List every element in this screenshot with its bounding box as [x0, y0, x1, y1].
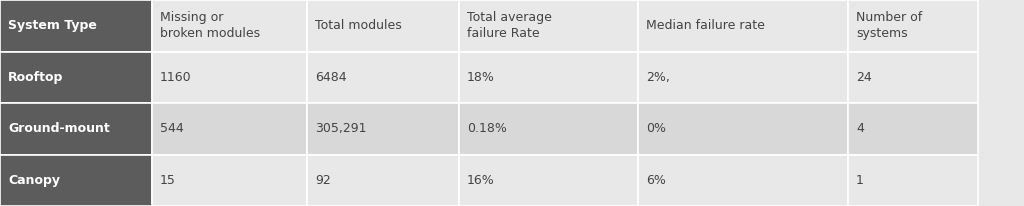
Text: 24: 24 [856, 71, 871, 84]
Bar [848, 52, 978, 103]
Bar [638, 103, 848, 154]
Text: 6484: 6484 [315, 71, 347, 84]
Bar [848, 0, 978, 52]
Text: 544: 544 [160, 122, 183, 135]
Bar [152, 103, 307, 154]
Text: Total average
failure Rate: Total average failure Rate [467, 11, 552, 40]
Text: 0%: 0% [646, 122, 667, 135]
Text: Number of
systems: Number of systems [856, 11, 923, 40]
Bar [307, 154, 459, 206]
Bar [459, 154, 638, 206]
Bar [459, 0, 638, 52]
Text: 1: 1 [856, 174, 864, 187]
Bar [638, 52, 848, 103]
Text: 2%,: 2%, [646, 71, 670, 84]
Bar [0, 0, 152, 52]
Text: 15: 15 [160, 174, 176, 187]
Bar [638, 0, 848, 52]
Bar [152, 154, 307, 206]
Text: 18%: 18% [467, 71, 495, 84]
Text: 4: 4 [856, 122, 864, 135]
Text: System Type: System Type [8, 19, 97, 32]
Bar [307, 0, 459, 52]
Bar [848, 154, 978, 206]
Bar [307, 103, 459, 154]
Bar [848, 103, 978, 154]
Text: Total modules: Total modules [315, 19, 402, 32]
Text: Missing or
broken modules: Missing or broken modules [160, 11, 260, 40]
Text: 305,291: 305,291 [315, 122, 367, 135]
Text: 0.18%: 0.18% [467, 122, 507, 135]
Bar [152, 52, 307, 103]
Bar [638, 154, 848, 206]
Bar [459, 52, 638, 103]
Bar [0, 154, 152, 206]
Text: Rooftop: Rooftop [8, 71, 63, 84]
Bar [0, 103, 152, 154]
Bar [307, 52, 459, 103]
Text: 92: 92 [315, 174, 331, 187]
Text: Ground-mount: Ground-mount [8, 122, 110, 135]
Text: 6%: 6% [646, 174, 666, 187]
Bar [0, 52, 152, 103]
Bar [152, 0, 307, 52]
Bar [459, 103, 638, 154]
Text: 1160: 1160 [160, 71, 191, 84]
Text: Canopy: Canopy [8, 174, 60, 187]
Text: 16%: 16% [467, 174, 495, 187]
Text: Median failure rate: Median failure rate [646, 19, 765, 32]
